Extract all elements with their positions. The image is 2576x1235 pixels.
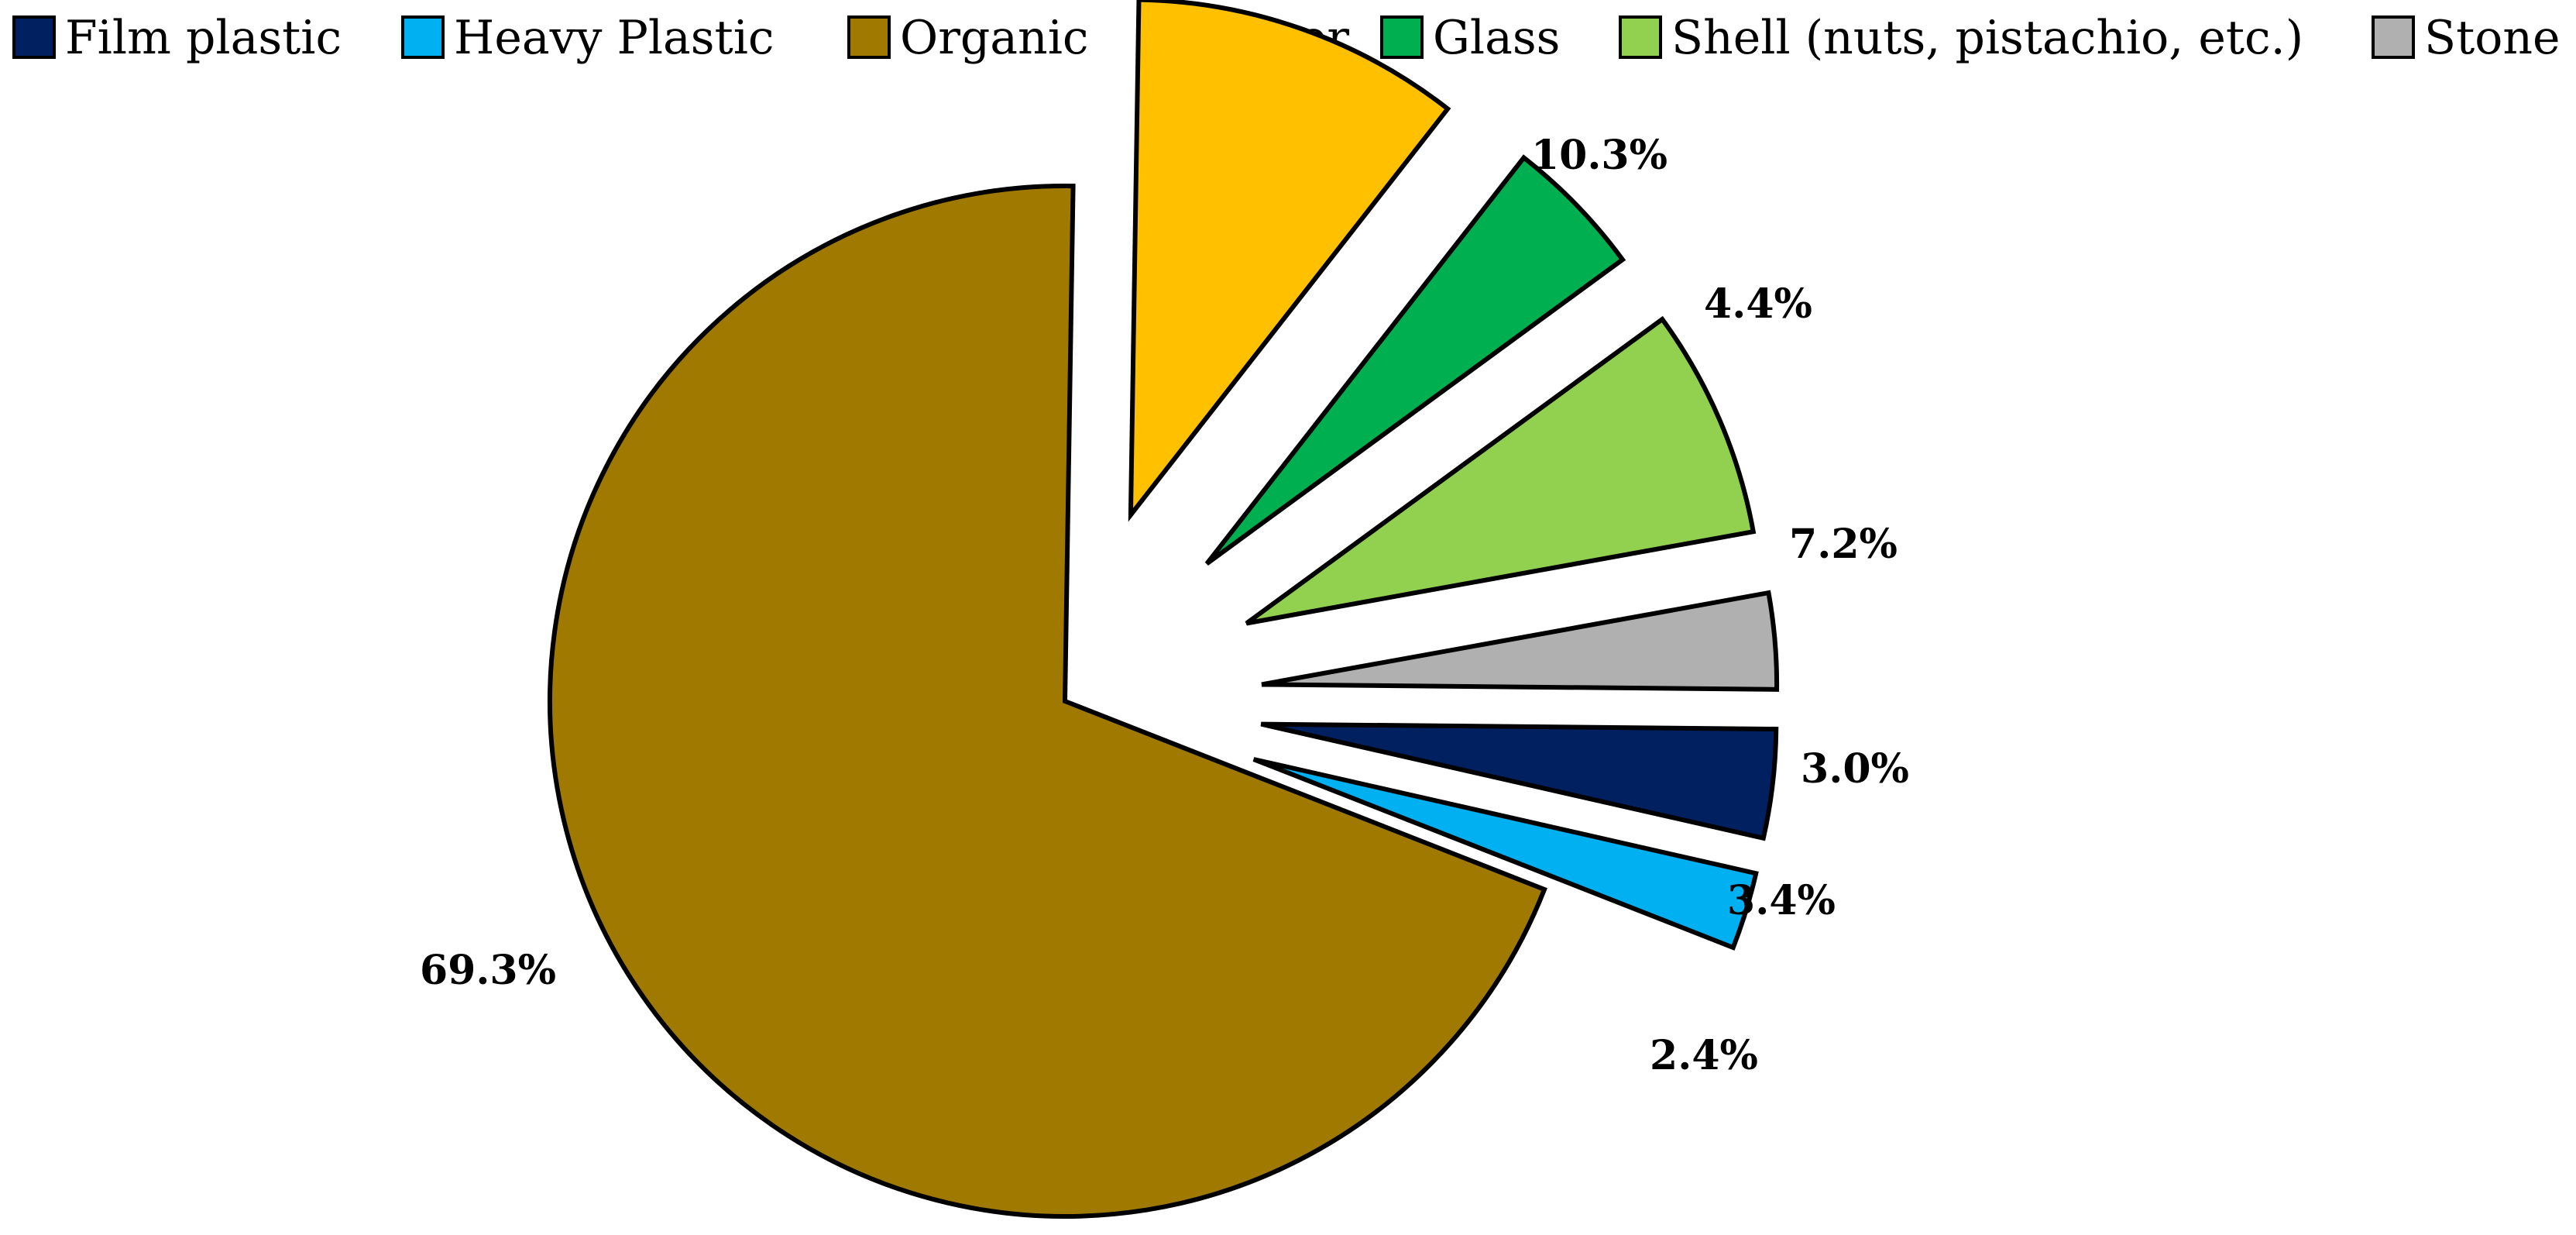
legend-label: Film plastic bbox=[65, 11, 342, 65]
legend-label: Glass bbox=[1433, 11, 1560, 65]
legend-item-shell-nuts-pistachio-etc: Shell (nuts, pistachio, etc.) bbox=[1619, 11, 2303, 65]
slice-glass bbox=[1204, 154, 1626, 566]
legend-label: Organic bbox=[900, 11, 1089, 65]
pie-slices bbox=[548, 0, 1780, 1219]
data-labels: 3.4% 2.4% 69.3% 10.3% 4.4% 7.2% 3.0% bbox=[420, 132, 1909, 1079]
legend-item-organic: Organic bbox=[847, 11, 1089, 65]
slice-heavy-plastic bbox=[1252, 757, 1759, 951]
slice-film-plastic bbox=[1260, 721, 1779, 841]
data-label-film-plastic: 3.4% bbox=[1727, 877, 1836, 924]
slice-organic bbox=[548, 184, 1547, 1219]
slice-shell-nuts-pistachio-etc bbox=[1245, 315, 1757, 626]
legend-swatch bbox=[2372, 15, 2415, 59]
data-label-stone: 3.0% bbox=[1801, 745, 1909, 793]
data-label-shell-nuts-pistachio-etc: 7.2% bbox=[1789, 521, 1898, 568]
data-label-organic: 69.3% bbox=[420, 947, 556, 994]
legend-swatch bbox=[401, 15, 445, 59]
legend-label: Shell (nuts, pistachio, etc.) bbox=[1671, 11, 2303, 65]
legend-item-glass: Glass bbox=[1380, 11, 1560, 65]
legend-swatch bbox=[12, 15, 56, 59]
data-label-glass: 4.4% bbox=[1704, 280, 1812, 328]
slice-stone bbox=[1261, 590, 1780, 692]
legend-swatch bbox=[847, 15, 891, 59]
legend-swatch bbox=[1380, 15, 1424, 59]
legend-item-stone: Stone bbox=[2372, 11, 2561, 65]
slice-paper bbox=[1128, 0, 1451, 522]
legend-label: Stone bbox=[2424, 11, 2561, 65]
legend-item-heavy-plastic: Heavy Plastic bbox=[401, 11, 775, 65]
legend-swatch bbox=[1619, 15, 1662, 59]
data-label-paper: 10.3% bbox=[1531, 132, 1668, 179]
data-label-heavy-plastic: 2.4% bbox=[1650, 1032, 1758, 1079]
legend-item-film-plastic: Film plastic bbox=[12, 11, 342, 65]
legend-label: Heavy Plastic bbox=[454, 11, 775, 65]
